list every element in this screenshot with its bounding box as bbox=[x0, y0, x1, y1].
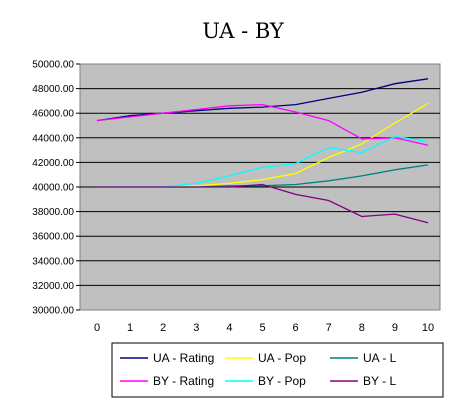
x-tick-label: 10 bbox=[422, 322, 434, 334]
legend-label-by-rating: BY - Rating bbox=[153, 374, 214, 388]
x-tick-label: 1 bbox=[127, 322, 133, 334]
legend-label-by-pop: BY - Pop bbox=[258, 374, 306, 388]
series-lines bbox=[96, 78, 429, 224]
chart-title: UA - BY bbox=[202, 19, 285, 43]
y-tick-label: 36000.00 bbox=[32, 232, 74, 243]
legend-label-ua-pop: UA - Pop bbox=[258, 351, 306, 365]
y-tick-label: 50000.00 bbox=[32, 60, 74, 71]
y-tick-label: 40000.00 bbox=[32, 183, 74, 194]
y-tick-label: 34000.00 bbox=[32, 256, 74, 267]
y-axis: 30000.00 32000.00 34000.00 36000.00 38000.00… bbox=[32, 60, 80, 317]
legend bbox=[111, 342, 444, 398]
series-line-by-rating bbox=[96, 103, 429, 146]
x-tick-label: 3 bbox=[193, 322, 199, 334]
legend-label-ua-l: UA - L bbox=[363, 351, 397, 365]
x-tick-label: 5 bbox=[259, 322, 265, 334]
x-tick-label: 0 bbox=[94, 322, 100, 334]
y-tick-label: 32000.00 bbox=[32, 281, 74, 292]
y-tick-label: 46000.00 bbox=[32, 109, 74, 120]
y-tick-label: 38000.00 bbox=[32, 207, 74, 218]
legend-items: UA - Rating UA - Pop UA - L BY - Rating BY -… bbox=[120, 351, 397, 388]
x-tick-label: 9 bbox=[392, 322, 398, 334]
legend-label-ua-rating: UA - Rating bbox=[153, 351, 214, 365]
x-tick-label: 2 bbox=[160, 322, 166, 334]
y-tick-label: 44000.00 bbox=[32, 133, 74, 144]
y-tick-label: 42000.00 bbox=[32, 158, 74, 169]
y-tick-label: 30000.00 bbox=[32, 306, 74, 317]
x-tick-label: 4 bbox=[226, 322, 232, 334]
x-tick-label: 8 bbox=[359, 322, 365, 334]
x-axis: 0 1 2 3 4 5 6 7 8 9 10 bbox=[94, 322, 434, 334]
legend-label-by-l: BY - L bbox=[363, 374, 396, 388]
y-tick-label: 48000.00 bbox=[32, 84, 74, 95]
x-tick-label: 6 bbox=[293, 322, 299, 334]
x-tick-label: 7 bbox=[326, 322, 332, 334]
series-line-by-l bbox=[97, 183, 429, 224]
